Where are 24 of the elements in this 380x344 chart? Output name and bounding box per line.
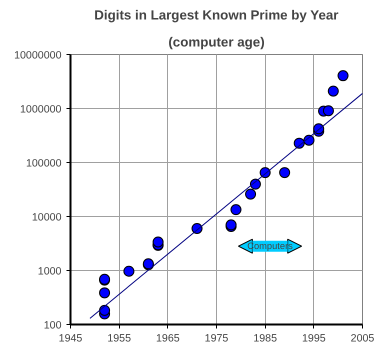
y-tick-label: 100000: [26, 158, 62, 170]
chart-title: Digits in Largest Known Prime by Year: [94, 8, 338, 22]
point: [230, 204, 242, 216]
y-tick-label: 1000: [38, 266, 62, 278]
point: [338, 70, 349, 82]
y-tick-label: 100: [44, 320, 62, 332]
x-tick-label: 1995: [302, 332, 326, 344]
x-tick-label: 1985: [253, 332, 278, 344]
point: [322, 105, 334, 116]
point: [99, 287, 110, 298]
chart-subtitle: (computer age): [168, 34, 265, 50]
x-tick-label: 2005: [350, 332, 374, 344]
y-tick-label: 1000000: [20, 104, 62, 116]
point: [123, 266, 134, 277]
x-tick-label: 1965: [156, 332, 180, 344]
x-tick-label: 1955: [107, 332, 132, 344]
point: [279, 167, 290, 178]
x-tick-label: 1945: [58, 332, 82, 344]
point: [152, 236, 164, 248]
y-tick-label: 10000000: [14, 50, 62, 62]
y-tick-label: 10000: [32, 212, 62, 224]
x-tick-label: 1975: [204, 332, 228, 344]
point: [328, 86, 339, 97]
point: [245, 188, 256, 200]
